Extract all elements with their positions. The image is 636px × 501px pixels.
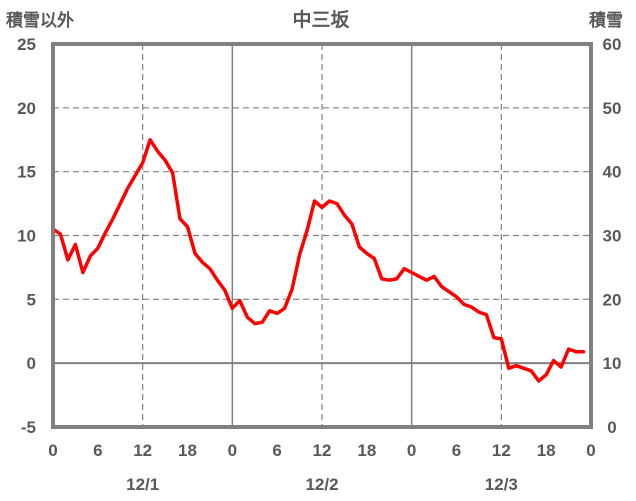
x-tick-label: 0: [407, 441, 416, 460]
x-tick-label: 0: [48, 441, 57, 460]
y-tick-label-right: 60: [603, 35, 622, 54]
y-tick-label-left: 25: [17, 35, 36, 54]
x-tick-label: 6: [452, 441, 461, 460]
temperature-line: [51, 138, 586, 383]
date-label: 12/2: [305, 475, 338, 494]
x-tick-label: 18: [178, 441, 197, 460]
y-tick-label-left: 20: [17, 99, 36, 118]
chart-title: 中三坂: [292, 8, 350, 31]
y-tick-label-left: 15: [17, 163, 36, 182]
y-tick-label-right: 0: [607, 418, 616, 437]
y-tick-label-right: 10: [603, 354, 622, 373]
plot-frame: [51, 42, 593, 429]
y-tick-label-left: 10: [17, 227, 36, 246]
y-tick-label-right: 20: [603, 290, 622, 309]
y-tick-label-left: 0: [27, 354, 36, 373]
x-tick-label: 18: [357, 441, 376, 460]
y-axis-left-label: 積雪以外: [6, 10, 74, 30]
y-tick-label-left: -5: [21, 418, 36, 437]
y-axis-right-label: 積雪: [589, 10, 623, 30]
y-tick-label-right: 40: [603, 163, 622, 182]
x-tick-label: 18: [537, 441, 556, 460]
date-label: 12/1: [126, 475, 159, 494]
x-tick-label: 12: [133, 441, 152, 460]
x-tick-label: 12: [492, 441, 511, 460]
x-tick-label: 12: [313, 441, 332, 460]
x-tick-label: 6: [272, 441, 281, 460]
x-tick-label: 0: [228, 441, 237, 460]
x-tick-label: 0: [586, 441, 595, 460]
y-tick-label-left: 5: [27, 290, 36, 309]
date-label: 12/3: [485, 475, 518, 494]
y-tick-label-right: 50: [603, 99, 622, 118]
x-tick-label: 6: [93, 441, 102, 460]
y-tick-label-right: 30: [603, 227, 622, 246]
